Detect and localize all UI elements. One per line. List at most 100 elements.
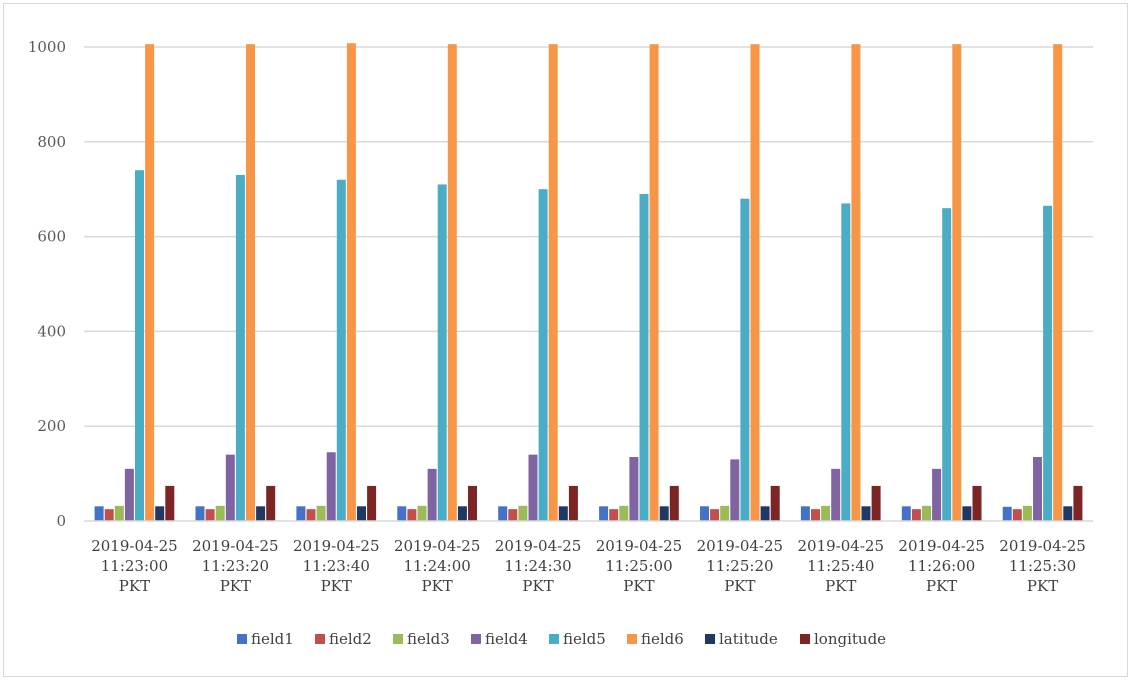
bar-field5: [235, 174, 245, 522]
x-tick-label: 2019-04-25 11:23:40 PKT: [293, 537, 379, 595]
bar-field4: [427, 468, 437, 521]
bar-longitude: [165, 485, 175, 521]
bar-longitude: [468, 485, 477, 521]
bar-longitude: [1073, 485, 1083, 521]
x-tick-label: 2019-04-25 11:25:20 PKT: [697, 537, 783, 595]
bar-field3: [215, 505, 225, 521]
bar-field3: [1022, 505, 1032, 521]
bar-field2: [508, 509, 518, 521]
bar-field3: [821, 505, 831, 521]
legend-swatch: [471, 634, 481, 644]
bar-field6: [1053, 44, 1063, 521]
bar-field5: [639, 193, 649, 521]
bar-field6: [851, 44, 861, 521]
legend: field1 field2 field3 field4 field5 field6 lati…: [237, 630, 886, 648]
bar-field1: [700, 506, 709, 521]
legend-item-field6: field6: [627, 630, 684, 648]
bar-longitude: [266, 485, 276, 521]
bar-field6: [145, 44, 155, 521]
bar-longitude: [568, 485, 578, 521]
bar-field2: [710, 509, 720, 521]
x-tick-label: 2019-04-25 11:25:40 PKT: [798, 537, 884, 595]
bar-field4: [831, 468, 841, 521]
legend-label: field5: [563, 630, 606, 648]
bar-field6: [246, 44, 255, 521]
legend-label: longitude: [814, 630, 886, 648]
y-tick-label: 0: [56, 512, 66, 530]
y-axis-ticks: 0 200 400 600 800 1000: [28, 38, 66, 530]
x-tick-label: 2019-04-25 11:24:00 PKT: [394, 537, 480, 595]
bar-latitude: [861, 506, 871, 521]
bar-field1: [195, 506, 205, 521]
bar-field2: [205, 509, 215, 521]
bar-field4: [326, 452, 336, 521]
bar-field1: [901, 506, 911, 521]
legend-swatch: [315, 634, 325, 644]
bar-field1: [800, 506, 810, 521]
legend-label: field1: [251, 630, 294, 648]
gridlines: [84, 46, 1093, 427]
bar-field3: [316, 505, 326, 521]
bar-field1: [397, 506, 407, 521]
bar-field1: [296, 506, 306, 521]
legend-label: field6: [641, 630, 684, 648]
legend-swatch: [549, 634, 559, 644]
legend-swatch: [237, 634, 247, 644]
bar-field1: [498, 506, 508, 521]
bar-field4: [730, 459, 740, 521]
x-tick-label: 2019-04-25 11:23:20 PKT: [192, 537, 278, 595]
bar-field5: [135, 170, 144, 522]
bar-longitude: [770, 485, 780, 521]
bar-field2: [104, 509, 114, 521]
bar-latitude: [457, 506, 467, 521]
legend-label: field3: [407, 630, 450, 648]
bar-field3: [720, 505, 730, 521]
bar-field6: [447, 44, 457, 521]
bar-field4: [932, 468, 942, 521]
bar-field4: [1033, 457, 1042, 521]
legend-item-field5: field5: [549, 630, 606, 648]
legend-swatch: [393, 634, 403, 644]
bar-field6: [952, 44, 962, 521]
x-tick-label: 2019-04-25 11:24:30 PKT: [495, 537, 581, 595]
bar-latitude: [962, 506, 972, 521]
bar-latitude: [558, 506, 568, 521]
bar-longitude: [972, 485, 982, 521]
chart-frame: [3, 3, 1128, 677]
x-axis-ticks: 2019-04-25 11:23:00 PKT 2019-04-25 11:23:20 P…: [91, 537, 1086, 595]
bar-latitude: [357, 506, 366, 521]
legend-item-longitude: longitude: [800, 630, 886, 648]
x-tick-label: 2019-04-25 11:23:00 PKT: [91, 537, 177, 595]
bar-field2: [911, 509, 921, 521]
bar-latitude: [659, 506, 669, 521]
bar-field5: [942, 208, 952, 521]
legend-item-field4: field4: [471, 630, 528, 648]
y-tick-label: 1000: [28, 38, 66, 56]
bar-latitude: [760, 506, 770, 521]
legend-swatch: [800, 634, 810, 644]
y-tick-label: 200: [37, 417, 66, 435]
bar-field5: [538, 189, 548, 521]
bars: [94, 43, 1083, 522]
bar-field5: [437, 184, 447, 521]
bar-field5: [1043, 205, 1053, 522]
bar-field5: [740, 198, 750, 521]
legend-swatch: [627, 634, 637, 644]
legend-item-field2: field2: [315, 630, 372, 648]
bar-field4: [225, 454, 235, 521]
legend-label: field2: [329, 630, 372, 648]
legend-item-latitude: latitude: [705, 630, 778, 648]
bar-field4: [528, 454, 538, 521]
legend-label: field4: [485, 630, 528, 648]
x-tick-label: 2019-04-25 11:25:00 PKT: [596, 537, 682, 595]
bar-field4: [629, 457, 639, 521]
bar-longitude: [367, 485, 377, 521]
legend-item-field1: field1: [237, 630, 294, 648]
bar-field2: [407, 509, 417, 521]
bar-field3: [922, 505, 931, 521]
bar-field6: [649, 44, 659, 521]
bar-field2: [609, 509, 619, 521]
legend-item-field3: field3: [393, 630, 450, 648]
bar-field2: [811, 509, 820, 521]
